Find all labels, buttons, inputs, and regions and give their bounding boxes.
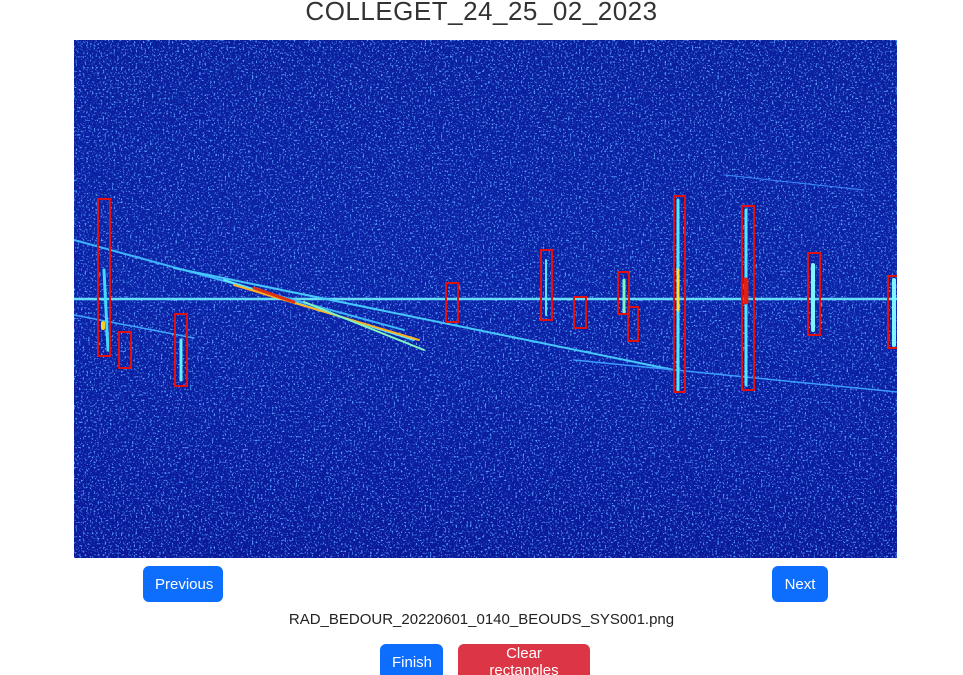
clear-rectangles-button[interactable]: Clear rectangles	[458, 644, 590, 675]
page-title: COLLEGET_24_25_02_2023	[0, 0, 963, 27]
file-name: RAD_BEDOUR_20220601_0140_BEOUDS_SYS001.p…	[0, 611, 963, 628]
next-button[interactable]: Next	[772, 566, 828, 602]
previous-button[interactable]: Previous	[143, 566, 223, 602]
finish-button[interactable]: Finish	[380, 644, 443, 675]
annotator-page: COLLEGET_24_25_02_2023	[0, 0, 963, 675]
spectrogram-canvas[interactable]	[74, 40, 897, 558]
